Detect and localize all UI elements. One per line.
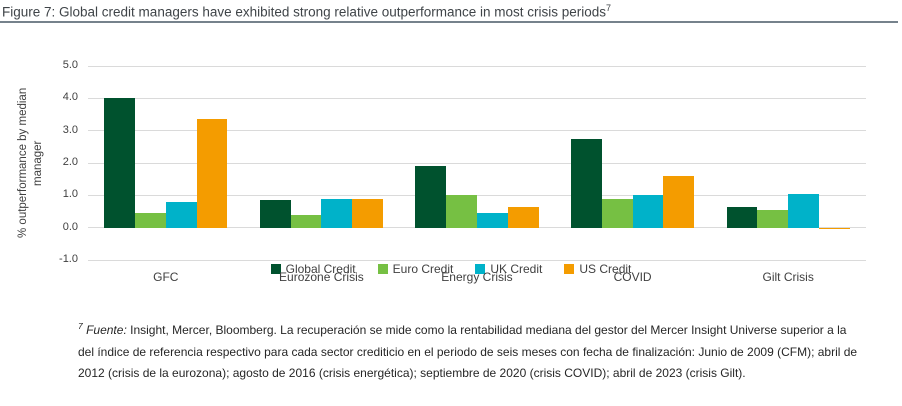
y-tick-label-2-0: 2.0: [62, 156, 78, 168]
legend-swatch-euro-credit: [377, 264, 388, 274]
bar-euro-credit-eurozone-crisis: [290, 214, 322, 228]
legend-item-global-credit: Global Credit: [270, 262, 356, 276]
plot-area: [88, 65, 866, 261]
bar-uk-credit-gilt-crisis: [788, 193, 819, 228]
legend-label-uk-credit: UK Credit: [490, 262, 543, 276]
title-underline: [0, 21, 898, 23]
figure-title: Figure 7: Global credit managers have ex…: [2, 3, 611, 20]
bar-uk-credit-eurozone-crisis: [321, 198, 353, 228]
bar-us-credit-eurozone-crisis: [352, 198, 383, 228]
legend-item-us-credit: US Credit: [564, 262, 631, 276]
bar-us-credit-energy-crisis: [507, 206, 539, 228]
gridline--1-0: [88, 259, 866, 261]
x-label-eurozone-crisis: Eurozone Crisis: [279, 270, 364, 284]
legend-item-uk-credit: UK Credit: [475, 262, 542, 276]
bar-us-credit-covid: [663, 175, 695, 228]
bar-us-credit-gfc: [196, 119, 228, 228]
bar-global-credit-eurozone-crisis: [259, 200, 291, 228]
bar-global-credit-energy-crisis: [415, 166, 447, 228]
bar-global-credit-covid: [571, 138, 602, 228]
bar-uk-credit-energy-crisis: [477, 213, 508, 228]
gridline-3-0: [88, 130, 866, 132]
bar-uk-credit-covid: [632, 195, 664, 228]
y-tick-label-0-0: 0.0: [62, 220, 78, 233]
gridline-2-0: [88, 162, 866, 164]
y-tick-label--1-0: -1.0: [59, 253, 78, 265]
gridline-5-0: [88, 65, 866, 67]
bar-euro-credit-covid: [601, 198, 633, 228]
figure-title-footnote-ref: 7: [606, 3, 612, 13]
footnote-text: Insight, Mercer, Bloomberg. La recuperac…: [78, 323, 858, 380]
y-tick-label-5-0: 5.0: [62, 59, 78, 71]
gridline-0-0: [88, 227, 866, 229]
figure-title-text: Figure 7: Global credit managers have ex…: [2, 4, 607, 20]
legend-swatch-global-credit: [270, 264, 281, 274]
bar-global-credit-gfc: [104, 98, 135, 228]
footnote-superscript: 7: [78, 321, 83, 331]
legend-swatch-us-credit: [564, 264, 575, 274]
legend-label-us-credit: US Credit: [579, 262, 632, 276]
legend-swatch-uk-credit: [475, 264, 486, 274]
x-label-gilt-crisis: Gilt Crisis: [762, 270, 814, 284]
y-tick-label-4-0: 4.0: [62, 91, 78, 104]
legend: Global Credit Euro Credit UK Credit US Cred…: [0, 262, 902, 276]
legend-item-euro-credit: Euro Credit: [377, 262, 454, 276]
chart: % outperformance by median manager Globa…: [0, 26, 902, 286]
legend-label-euro-credit: Euro Credit: [392, 262, 454, 276]
gridline-4-0: [88, 97, 866, 99]
bar-euro-credit-gilt-crisis: [757, 209, 789, 228]
footnote: 7 Fuente: Insight, Mercer, Bloomberg. La…: [78, 316, 862, 385]
gridline-1-0: [88, 194, 866, 196]
footnote-source-label: Fuente:: [86, 323, 127, 337]
x-label-gfc: GFC: [153, 270, 179, 284]
bar-euro-credit-gfc: [135, 213, 166, 228]
bar-euro-credit-energy-crisis: [446, 195, 477, 228]
legend-label-global-credit: Global Credit: [285, 262, 356, 276]
bar-global-credit-gilt-crisis: [726, 206, 758, 228]
bar-uk-credit-gfc: [165, 201, 197, 228]
x-label-energy-crisis: Energy Crisis: [441, 270, 513, 284]
x-label-covid: COVID: [613, 270, 652, 284]
y-tick-label-3-0: 3.0: [62, 123, 78, 136]
bar-us-credit-gilt-crisis: [819, 227, 850, 230]
y-tick-label-1-0: 1.0: [62, 188, 78, 201]
